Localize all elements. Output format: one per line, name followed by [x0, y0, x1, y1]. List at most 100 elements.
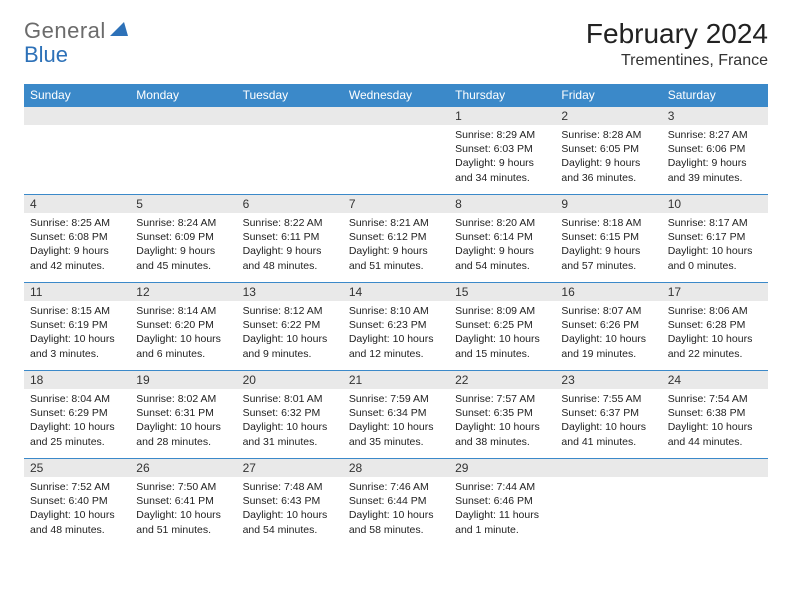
sunset-text: Sunset: 6:05 PM: [561, 142, 655, 156]
daylight-text: Daylight: 10 hours and 31 minutes.: [243, 420, 337, 448]
daylight-text: Daylight: 9 hours and 48 minutes.: [243, 244, 337, 272]
day-number-bar: 4: [24, 194, 130, 213]
calendar-cell: 22Sunrise: 7:57 AMSunset: 6:35 PMDayligh…: [449, 370, 555, 458]
day-number-bar: 20: [237, 370, 343, 389]
sunrise-text: Sunrise: 7:44 AM: [455, 480, 549, 494]
day-details: Sunrise: 8:22 AMSunset: 6:11 PMDaylight:…: [237, 213, 343, 277]
day-details: Sunrise: 8:24 AMSunset: 6:09 PMDaylight:…: [130, 213, 236, 277]
day-details: Sunrise: 8:25 AMSunset: 6:08 PMDaylight:…: [24, 213, 130, 277]
sunrise-text: Sunrise: 8:25 AM: [30, 216, 124, 230]
sunrise-text: Sunrise: 8:09 AM: [455, 304, 549, 318]
day-number-bar: 5: [130, 194, 236, 213]
sunrise-text: Sunrise: 8:21 AM: [349, 216, 443, 230]
day-details: Sunrise: 8:12 AMSunset: 6:22 PMDaylight:…: [237, 301, 343, 365]
calendar-cell: [130, 106, 236, 194]
sunrise-text: Sunrise: 7:50 AM: [136, 480, 230, 494]
day-header: Wednesday: [343, 84, 449, 106]
sunset-text: Sunset: 6:15 PM: [561, 230, 655, 244]
day-number-bar: [24, 106, 130, 125]
day-number-bar: 14: [343, 282, 449, 301]
calendar-cell: [24, 106, 130, 194]
calendar-cell: 7Sunrise: 8:21 AMSunset: 6:12 PMDaylight…: [343, 194, 449, 282]
daylight-text: Daylight: 10 hours and 54 minutes.: [243, 508, 337, 536]
day-number-bar: [555, 458, 661, 477]
sunrise-text: Sunrise: 8:14 AM: [136, 304, 230, 318]
calendar-cell: 23Sunrise: 7:55 AMSunset: 6:37 PMDayligh…: [555, 370, 661, 458]
day-details: Sunrise: 7:50 AMSunset: 6:41 PMDaylight:…: [130, 477, 236, 541]
sunrise-text: Sunrise: 7:48 AM: [243, 480, 337, 494]
day-number-bar: [130, 106, 236, 125]
calendar-cell: 13Sunrise: 8:12 AMSunset: 6:22 PMDayligh…: [237, 282, 343, 370]
daylight-text: Daylight: 9 hours and 57 minutes.: [561, 244, 655, 272]
daylight-text: Daylight: 10 hours and 12 minutes.: [349, 332, 443, 360]
day-details: Sunrise: 7:46 AMSunset: 6:44 PMDaylight:…: [343, 477, 449, 541]
calendar-header-row: SundayMondayTuesdayWednesdayThursdayFrid…: [24, 84, 768, 106]
sunset-text: Sunset: 6:20 PM: [136, 318, 230, 332]
day-details: Sunrise: 8:21 AMSunset: 6:12 PMDaylight:…: [343, 213, 449, 277]
day-header: Thursday: [449, 84, 555, 106]
logo-triangle-icon: [110, 18, 128, 40]
sunrise-text: Sunrise: 8:24 AM: [136, 216, 230, 230]
calendar-cell: 5Sunrise: 8:24 AMSunset: 6:09 PMDaylight…: [130, 194, 236, 282]
daylight-text: Daylight: 10 hours and 9 minutes.: [243, 332, 337, 360]
daylight-text: Daylight: 10 hours and 3 minutes.: [30, 332, 124, 360]
day-number-bar: 11: [24, 282, 130, 301]
daylight-text: Daylight: 10 hours and 51 minutes.: [136, 508, 230, 536]
day-number-bar: 8: [449, 194, 555, 213]
sunset-text: Sunset: 6:43 PM: [243, 494, 337, 508]
calendar-cell: 8Sunrise: 8:20 AMSunset: 6:14 PMDaylight…: [449, 194, 555, 282]
sunset-text: Sunset: 6:23 PM: [349, 318, 443, 332]
sunset-text: Sunset: 6:29 PM: [30, 406, 124, 420]
day-details: Sunrise: 7:59 AMSunset: 6:34 PMDaylight:…: [343, 389, 449, 453]
daylight-text: Daylight: 10 hours and 28 minutes.: [136, 420, 230, 448]
sunset-text: Sunset: 6:35 PM: [455, 406, 549, 420]
calendar-cell: [555, 458, 661, 546]
calendar-cell: 25Sunrise: 7:52 AMSunset: 6:40 PMDayligh…: [24, 458, 130, 546]
day-details: Sunrise: 8:06 AMSunset: 6:28 PMDaylight:…: [662, 301, 768, 365]
day-details: Sunrise: 7:44 AMSunset: 6:46 PMDaylight:…: [449, 477, 555, 541]
day-number-bar: 21: [343, 370, 449, 389]
day-details: Sunrise: 8:02 AMSunset: 6:31 PMDaylight:…: [130, 389, 236, 453]
day-header: Monday: [130, 84, 236, 106]
calendar-cell: 14 Sunrise: 8:10 AMSunset: 6:23 PMDayligh…: [343, 282, 449, 370]
sunrise-text: Sunrise: 8:28 AM: [561, 128, 655, 142]
sunset-text: Sunset: 6:46 PM: [455, 494, 549, 508]
daylight-text: Daylight: 10 hours and 22 minutes.: [668, 332, 762, 360]
sunrise-text: Sunrise: 8:10 AM: [349, 304, 443, 318]
day-details: Sunrise: 8:14 AMSunset: 6:20 PMDaylight:…: [130, 301, 236, 365]
day-details: Sunrise: 8:09 AMSunset: 6:25 PMDaylight:…: [449, 301, 555, 365]
sunset-text: Sunset: 6:25 PM: [455, 318, 549, 332]
day-number-bar: 13: [237, 282, 343, 301]
day-number-bar: 19: [130, 370, 236, 389]
daylight-text: Daylight: 9 hours and 51 minutes.: [349, 244, 443, 272]
sunrise-text: Sunrise: 8:12 AM: [243, 304, 337, 318]
day-details: Sunrise: 8:17 AMSunset: 6:17 PMDaylight:…: [662, 213, 768, 277]
day-number-bar: 6: [237, 194, 343, 213]
sunrise-text: Sunrise: 8:15 AM: [30, 304, 124, 318]
calendar-week-row: 25Sunrise: 7:52 AMSunset: 6:40 PMDayligh…: [24, 458, 768, 546]
logo-text-blue: Blue: [24, 42, 68, 68]
sunrise-text: Sunrise: 8:07 AM: [561, 304, 655, 318]
day-details: Sunrise: 7:54 AMSunset: 6:38 PMDaylight:…: [662, 389, 768, 453]
calendar-cell: [343, 106, 449, 194]
day-number-bar: 26: [130, 458, 236, 477]
daylight-text: Daylight: 10 hours and 6 minutes.: [136, 332, 230, 360]
calendar-cell: 2Sunrise: 8:28 AMSunset: 6:05 PMDaylight…: [555, 106, 661, 194]
day-number-bar: 18: [24, 370, 130, 389]
day-details: Sunrise: 8:28 AMSunset: 6:05 PMDaylight:…: [555, 125, 661, 189]
calendar-cell: 29Sunrise: 7:44 AMSunset: 6:46 PMDayligh…: [449, 458, 555, 546]
daylight-text: Daylight: 9 hours and 36 minutes.: [561, 156, 655, 184]
sunrise-text: Sunrise: 8:18 AM: [561, 216, 655, 230]
calendar-cell: 20Sunrise: 8:01 AMSunset: 6:32 PMDayligh…: [237, 370, 343, 458]
day-details: Sunrise: 8:01 AMSunset: 6:32 PMDaylight:…: [237, 389, 343, 453]
sunset-text: Sunset: 6:11 PM: [243, 230, 337, 244]
day-number-bar: 22: [449, 370, 555, 389]
day-number-bar: 1: [449, 106, 555, 125]
daylight-text: Daylight: 10 hours and 58 minutes.: [349, 508, 443, 536]
sunrise-text: Sunrise: 7:46 AM: [349, 480, 443, 494]
sunrise-text: Sunrise: 8:01 AM: [243, 392, 337, 406]
daylight-text: Daylight: 10 hours and 0 minutes.: [668, 244, 762, 272]
sunrise-text: Sunrise: 8:06 AM: [668, 304, 762, 318]
sunset-text: Sunset: 6:14 PM: [455, 230, 549, 244]
sunrise-text: Sunrise: 8:17 AM: [668, 216, 762, 230]
